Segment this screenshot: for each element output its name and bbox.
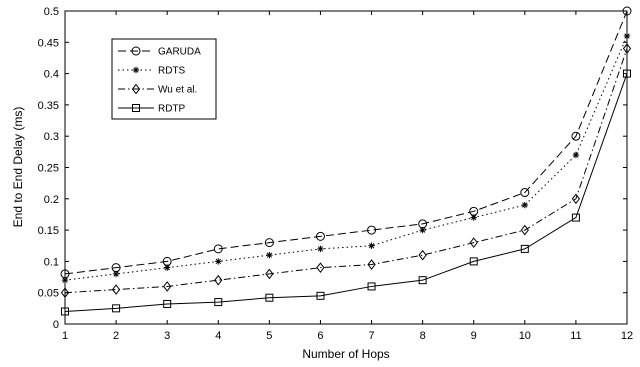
series-1 — [61, 32, 631, 284]
legend-label: Wu et al. — [158, 85, 197, 96]
x-axis-title: Number of Hops — [302, 347, 389, 361]
data-point — [571, 193, 581, 205]
data-point — [265, 293, 274, 302]
series-line — [64, 73, 628, 312]
axis-ticks: 1 2 3 4 5 6 7 8 9 10 11 1200.050.10.150.20.250.30.3… — [38, 6, 634, 342]
legend-box — [111, 38, 217, 120]
data-point — [418, 249, 427, 261]
legend-item: RDTS — [118, 66, 186, 77]
y-tick-label: 0 — [53, 319, 59, 331]
y-tick-label: 0.3 — [44, 131, 59, 143]
series-line — [64, 48, 628, 294]
x-tick-label: 10 — [519, 330, 531, 342]
data-point — [316, 262, 325, 273]
data-point — [571, 213, 580, 222]
legend-item: RDTP — [118, 104, 186, 115]
x-tick-label: 8 — [420, 330, 426, 342]
x-tick-label: 9 — [471, 330, 477, 342]
y-axis-title: End to End Delay (ms) — [11, 107, 25, 228]
legend: GARUDA RDTS Wu et al. RDTP — [111, 38, 217, 120]
y-tick-label: 0.45 — [38, 37, 59, 49]
data-point — [214, 298, 223, 307]
legend-item: GARUDA — [118, 46, 201, 58]
y-tick-label: 0.4 — [44, 69, 59, 81]
data-point — [367, 225, 377, 235]
data-point — [622, 6, 632, 16]
x-tick-label: 1 — [62, 330, 68, 342]
data-point — [60, 287, 70, 299]
legend-marker — [132, 66, 140, 74]
legend-marker — [131, 46, 141, 56]
x-tick-label: 3 — [164, 330, 170, 342]
y-tick-label: 0.05 — [38, 288, 59, 300]
x-tick-label: 2 — [113, 330, 119, 342]
data-point — [469, 257, 478, 266]
data-point — [572, 151, 580, 159]
data-point — [367, 259, 376, 270]
data-point — [623, 32, 631, 40]
x-tick-label: 6 — [317, 330, 323, 342]
data-point — [418, 276, 427, 285]
data-point — [419, 226, 426, 234]
x-tick-label: 7 — [368, 330, 374, 342]
y-tick-label: 0.15 — [38, 225, 59, 237]
data-point — [470, 214, 477, 221]
data-point — [317, 245, 324, 253]
series-line — [64, 10, 628, 275]
data-point — [316, 291, 325, 300]
data-point — [163, 281, 172, 292]
y-tick-label: 0.2 — [44, 194, 59, 206]
data-point — [520, 224, 529, 236]
data-point — [469, 237, 478, 248]
data-point — [266, 251, 273, 259]
data-point — [61, 307, 69, 316]
data-point — [520, 244, 529, 253]
data-point — [368, 242, 375, 249]
x-tick-label: 12 — [621, 330, 633, 342]
x-tick-label: 4 — [215, 330, 221, 342]
legend-label: RDTP — [158, 104, 186, 115]
series-3 — [61, 69, 631, 316]
legend-label: RDTS — [158, 66, 186, 77]
series-2 — [60, 43, 632, 299]
data-point — [521, 201, 529, 209]
data-point — [215, 258, 222, 265]
data-point — [61, 276, 69, 284]
data-point — [367, 282, 376, 291]
legend-marker — [131, 83, 141, 95]
y-tick-label: 0.5 — [44, 6, 59, 18]
y-tick-label: 0.35 — [38, 100, 59, 112]
legend-item: Wu et al. — [118, 83, 197, 96]
series-layer — [60, 6, 632, 316]
data-point — [315, 231, 325, 241]
data-point — [623, 69, 631, 78]
x-tick-label: 11 — [570, 330, 581, 342]
data-point — [214, 274, 223, 286]
data-point — [265, 268, 274, 280]
data-point — [264, 238, 274, 248]
data-point — [520, 188, 530, 198]
data-point — [112, 304, 121, 313]
data-point — [163, 264, 171, 271]
data-point — [213, 244, 223, 254]
data-point — [571, 131, 581, 141]
y-tick-label: 0.1 — [44, 256, 59, 268]
x-tick-label: 5 — [266, 330, 272, 342]
legend-marker — [132, 104, 140, 112]
data-point — [163, 299, 172, 308]
data-point — [111, 284, 121, 295]
y-tick-label: 0.25 — [38, 163, 59, 175]
legend-label: GARUDA — [158, 47, 201, 58]
data-point — [622, 43, 632, 54]
data-point — [112, 270, 120, 278]
